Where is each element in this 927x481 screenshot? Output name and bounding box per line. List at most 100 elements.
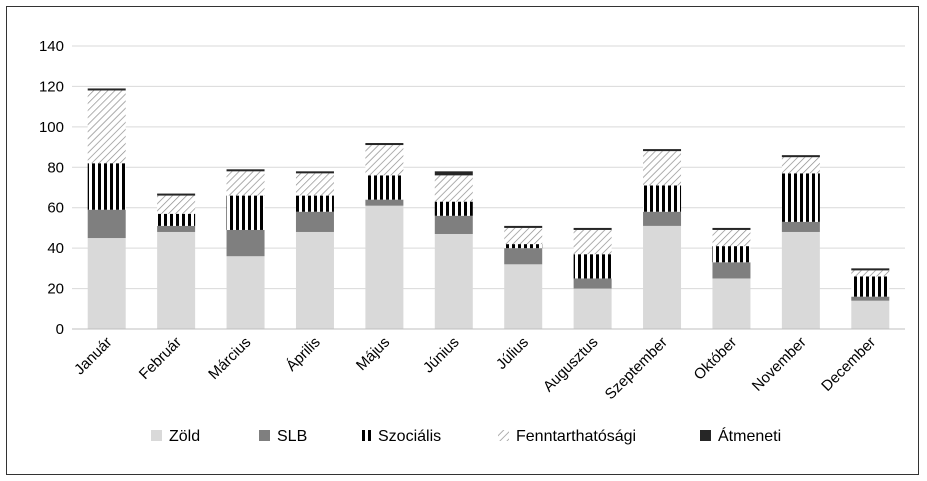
y-tick-label: 60: [47, 200, 64, 217]
legend-swatch: [151, 430, 162, 441]
bar-segment: [157, 225, 196, 232]
x-tick-label: Február: [136, 334, 185, 383]
bar-segment: [365, 199, 404, 206]
bar-segment: [226, 256, 265, 329]
bar-stack: [781, 155, 820, 329]
bar-segment: [87, 238, 126, 329]
bar-segment: [365, 143, 404, 146]
gridlines: [72, 45, 905, 290]
x-tick-label: November: [749, 334, 810, 395]
bar-segment: [504, 248, 543, 265]
y-tick-label: 0: [56, 321, 64, 338]
bar-segment: [295, 173, 334, 196]
bar-segment: [643, 185, 682, 212]
bar-segment: [781, 231, 820, 329]
bar-segment: [295, 195, 334, 212]
bar-segment: [87, 209, 126, 239]
bar-segment: [295, 171, 334, 174]
bar-segment: [712, 262, 751, 279]
y-axis-ticks: 0 20 40 60 80 100 120 140: [39, 38, 64, 338]
bar-stack: [643, 149, 682, 329]
bar-segment: [226, 195, 265, 230]
legend-label: Szociális: [378, 428, 441, 445]
bar-segment: [643, 225, 682, 329]
legend-swatch: [259, 430, 270, 441]
bar-segment: [573, 227, 612, 230]
bar-segment: [434, 233, 473, 329]
y-tick-label: 20: [47, 281, 64, 298]
bar-segment: [712, 229, 751, 247]
bar-segment: [365, 205, 404, 329]
legend-label: Átmeneti: [718, 426, 781, 445]
chart-frame: 0 20 40 60 80 100 120 140 Január Február Március Á…: [6, 6, 919, 475]
bar-segment: [87, 90, 126, 164]
bar-segment: [643, 151, 682, 186]
bar-segment: [851, 270, 890, 277]
y-tick-label: 120: [39, 78, 64, 95]
bar-segment: [434, 175, 473, 202]
legend: Zöld SLB Szociális Fenntarthatósági Átmeneti: [151, 426, 781, 445]
bar-segment: [851, 296, 890, 301]
bar-segment: [573, 278, 612, 289]
bar-segment: [504, 225, 543, 228]
bar-segment: [781, 155, 820, 158]
bar-stack: [434, 171, 473, 329]
bar-segment: [781, 221, 820, 232]
bar-segment: [87, 88, 126, 91]
x-tick-label: Augusztus: [540, 334, 602, 396]
y-tick-label: 140: [39, 38, 64, 55]
bar-segment: [226, 171, 265, 196]
bar-stack: [87, 88, 126, 329]
bar-segment: [573, 254, 612, 279]
x-tick-label: Március: [205, 334, 254, 383]
stacked-bar-chart: 0 20 40 60 80 100 120 140 Január Február Március Á…: [39, 38, 905, 445]
legend-item: SLB: [259, 428, 307, 445]
x-tick-label: Szeptember: [602, 334, 671, 403]
bar-segment: [434, 215, 473, 234]
bar-segment: [504, 227, 543, 245]
legend-label: Fenntarthatósági: [516, 428, 636, 445]
bar-stack: [157, 193, 196, 329]
y-tick-label: 80: [47, 159, 64, 176]
bar-segment: [573, 288, 612, 329]
bar-segment: [87, 163, 126, 210]
legend-swatch: [700, 430, 711, 441]
bar-segment: [434, 201, 473, 216]
bar-segment: [365, 175, 404, 200]
bar-stack: [851, 268, 890, 329]
bar-segment: [434, 171, 473, 176]
bar-segment: [226, 169, 265, 172]
x-axis-ticks: Január Február Március Április Május Június Jú…: [71, 334, 879, 403]
bar-stack: [504, 225, 543, 329]
bar-segment: [712, 227, 751, 230]
bar-segment: [295, 231, 334, 329]
x-tick-label: December: [818, 334, 879, 395]
bar-segment: [504, 264, 543, 329]
x-tick-label: Április: [283, 334, 324, 375]
bar-segment: [851, 268, 890, 271]
legend-swatch: [360, 430, 371, 441]
x-tick-label: Január: [71, 334, 115, 378]
y-tick-label: 100: [39, 119, 64, 136]
bar-segment: [157, 193, 196, 196]
bar-segment: [157, 213, 196, 226]
bar-segment: [295, 211, 334, 232]
bar-segment: [712, 278, 751, 329]
bar-segment: [851, 276, 890, 297]
bar-stack: [365, 143, 404, 329]
bar-segment: [157, 195, 196, 214]
bar-stacks: [87, 88, 890, 329]
bar-stack: [712, 227, 751, 329]
legend-item: Szociális: [360, 428, 441, 445]
x-tick-label: Május: [353, 334, 393, 374]
bar-segment: [157, 231, 196, 329]
bar-segment: [851, 300, 890, 329]
x-tick-label: Június: [420, 334, 463, 377]
legend-item: Átmeneti: [700, 426, 781, 445]
legend-item: Zöld: [151, 428, 200, 445]
y-tick-label: 40: [47, 240, 64, 257]
bar-segment: [781, 173, 820, 222]
bar-segment: [365, 145, 404, 176]
bar-segment: [643, 211, 682, 226]
bar-stack: [573, 227, 612, 329]
